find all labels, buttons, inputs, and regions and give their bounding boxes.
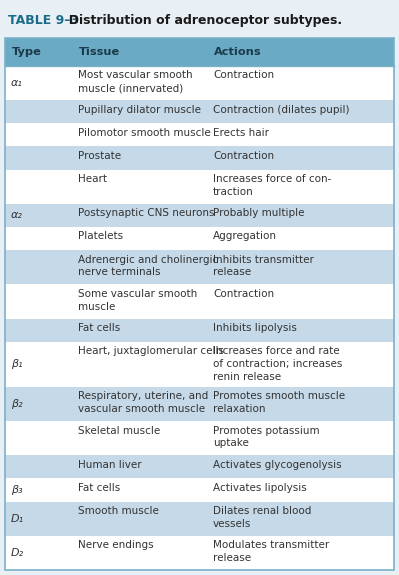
Text: Most vascular smooth
muscle (innervated): Most vascular smooth muscle (innervated) (78, 71, 193, 93)
Bar (5, 421, 394, 455)
Bar (5, 147, 394, 170)
Bar (5, 536, 394, 570)
Bar (5, 342, 394, 387)
Text: Inhibits lipolysis: Inhibits lipolysis (213, 323, 297, 333)
Text: Some vascular smooth
muscle: Some vascular smooth muscle (78, 289, 197, 312)
Bar (5, 284, 394, 319)
Text: Probably multiple: Probably multiple (213, 208, 304, 218)
Text: Promotes potassium
uptake: Promotes potassium uptake (213, 426, 320, 448)
Text: Prostate: Prostate (78, 151, 121, 161)
Text: Activates glycogenolysis: Activates glycogenolysis (213, 460, 342, 470)
Bar (5, 501, 394, 536)
Text: Nerve endings: Nerve endings (78, 540, 154, 550)
Bar (5, 250, 394, 284)
Text: Fat cells: Fat cells (78, 323, 120, 333)
Text: Actions: Actions (214, 47, 262, 57)
Bar (5, 66, 394, 100)
Text: Postsynaptic CNS neurons: Postsynaptic CNS neurons (78, 208, 215, 218)
Bar (5, 227, 394, 250)
Bar (5, 38, 394, 66)
Bar (5, 478, 394, 501)
Text: Contraction: Contraction (213, 289, 274, 299)
Text: Heart: Heart (78, 174, 107, 184)
Text: Erects hair: Erects hair (213, 128, 269, 138)
Text: β₁: β₁ (11, 359, 23, 369)
Text: Platelets: Platelets (78, 232, 123, 242)
Text: Human liver: Human liver (78, 460, 142, 470)
Text: α₁: α₁ (11, 78, 23, 88)
Bar (5, 124, 394, 147)
Text: D₁: D₁ (11, 513, 24, 524)
Text: Type: Type (12, 47, 42, 57)
Bar (5, 455, 394, 478)
Text: Contraction: Contraction (213, 71, 274, 80)
Text: α₂: α₂ (11, 210, 23, 220)
Text: Increases force of con-
traction: Increases force of con- traction (213, 174, 332, 197)
Text: Skeletal muscle: Skeletal muscle (78, 426, 160, 436)
Text: Activates lipolysis: Activates lipolysis (213, 483, 307, 493)
Text: β₃: β₃ (11, 485, 23, 495)
Text: Increases force and rate
of contraction; increases
renin release: Increases force and rate of contraction;… (213, 346, 342, 382)
Text: Aggregation: Aggregation (213, 232, 277, 242)
Text: Dilates renal blood
vessels: Dilates renal blood vessels (213, 506, 311, 529)
Bar (5, 170, 394, 204)
Text: Distribution of adrenoceptor subtypes.: Distribution of adrenoceptor subtypes. (60, 14, 342, 27)
Bar (5, 387, 394, 421)
Text: Contraction: Contraction (213, 151, 274, 161)
Text: Fat cells: Fat cells (78, 483, 120, 493)
Text: D₂: D₂ (11, 548, 24, 558)
Text: Smooth muscle: Smooth muscle (78, 506, 159, 516)
Bar (5, 100, 394, 124)
Bar (5, 204, 394, 227)
Text: Promotes smooth muscle
relaxation: Promotes smooth muscle relaxation (213, 392, 345, 414)
Text: Heart, juxtaglomerular cells: Heart, juxtaglomerular cells (78, 346, 224, 356)
Text: Respiratory, uterine, and
vascular smooth muscle: Respiratory, uterine, and vascular smoot… (78, 392, 208, 414)
Text: Adrenergic and cholinergic
nerve terminals: Adrenergic and cholinergic nerve termina… (78, 255, 218, 277)
Text: Pilomotor smooth muscle: Pilomotor smooth muscle (78, 128, 211, 138)
Text: Inhibits transmitter
release: Inhibits transmitter release (213, 255, 314, 277)
Text: Modulates transmitter
release: Modulates transmitter release (213, 540, 329, 563)
Text: β₂: β₂ (11, 399, 23, 409)
Text: TABLE 9–3: TABLE 9–3 (8, 14, 79, 27)
Bar (5, 319, 394, 342)
Text: Pupillary dilator muscle: Pupillary dilator muscle (78, 105, 201, 114)
Text: Tissue: Tissue (79, 47, 120, 57)
Text: Contraction (dilates pupil): Contraction (dilates pupil) (213, 105, 350, 114)
